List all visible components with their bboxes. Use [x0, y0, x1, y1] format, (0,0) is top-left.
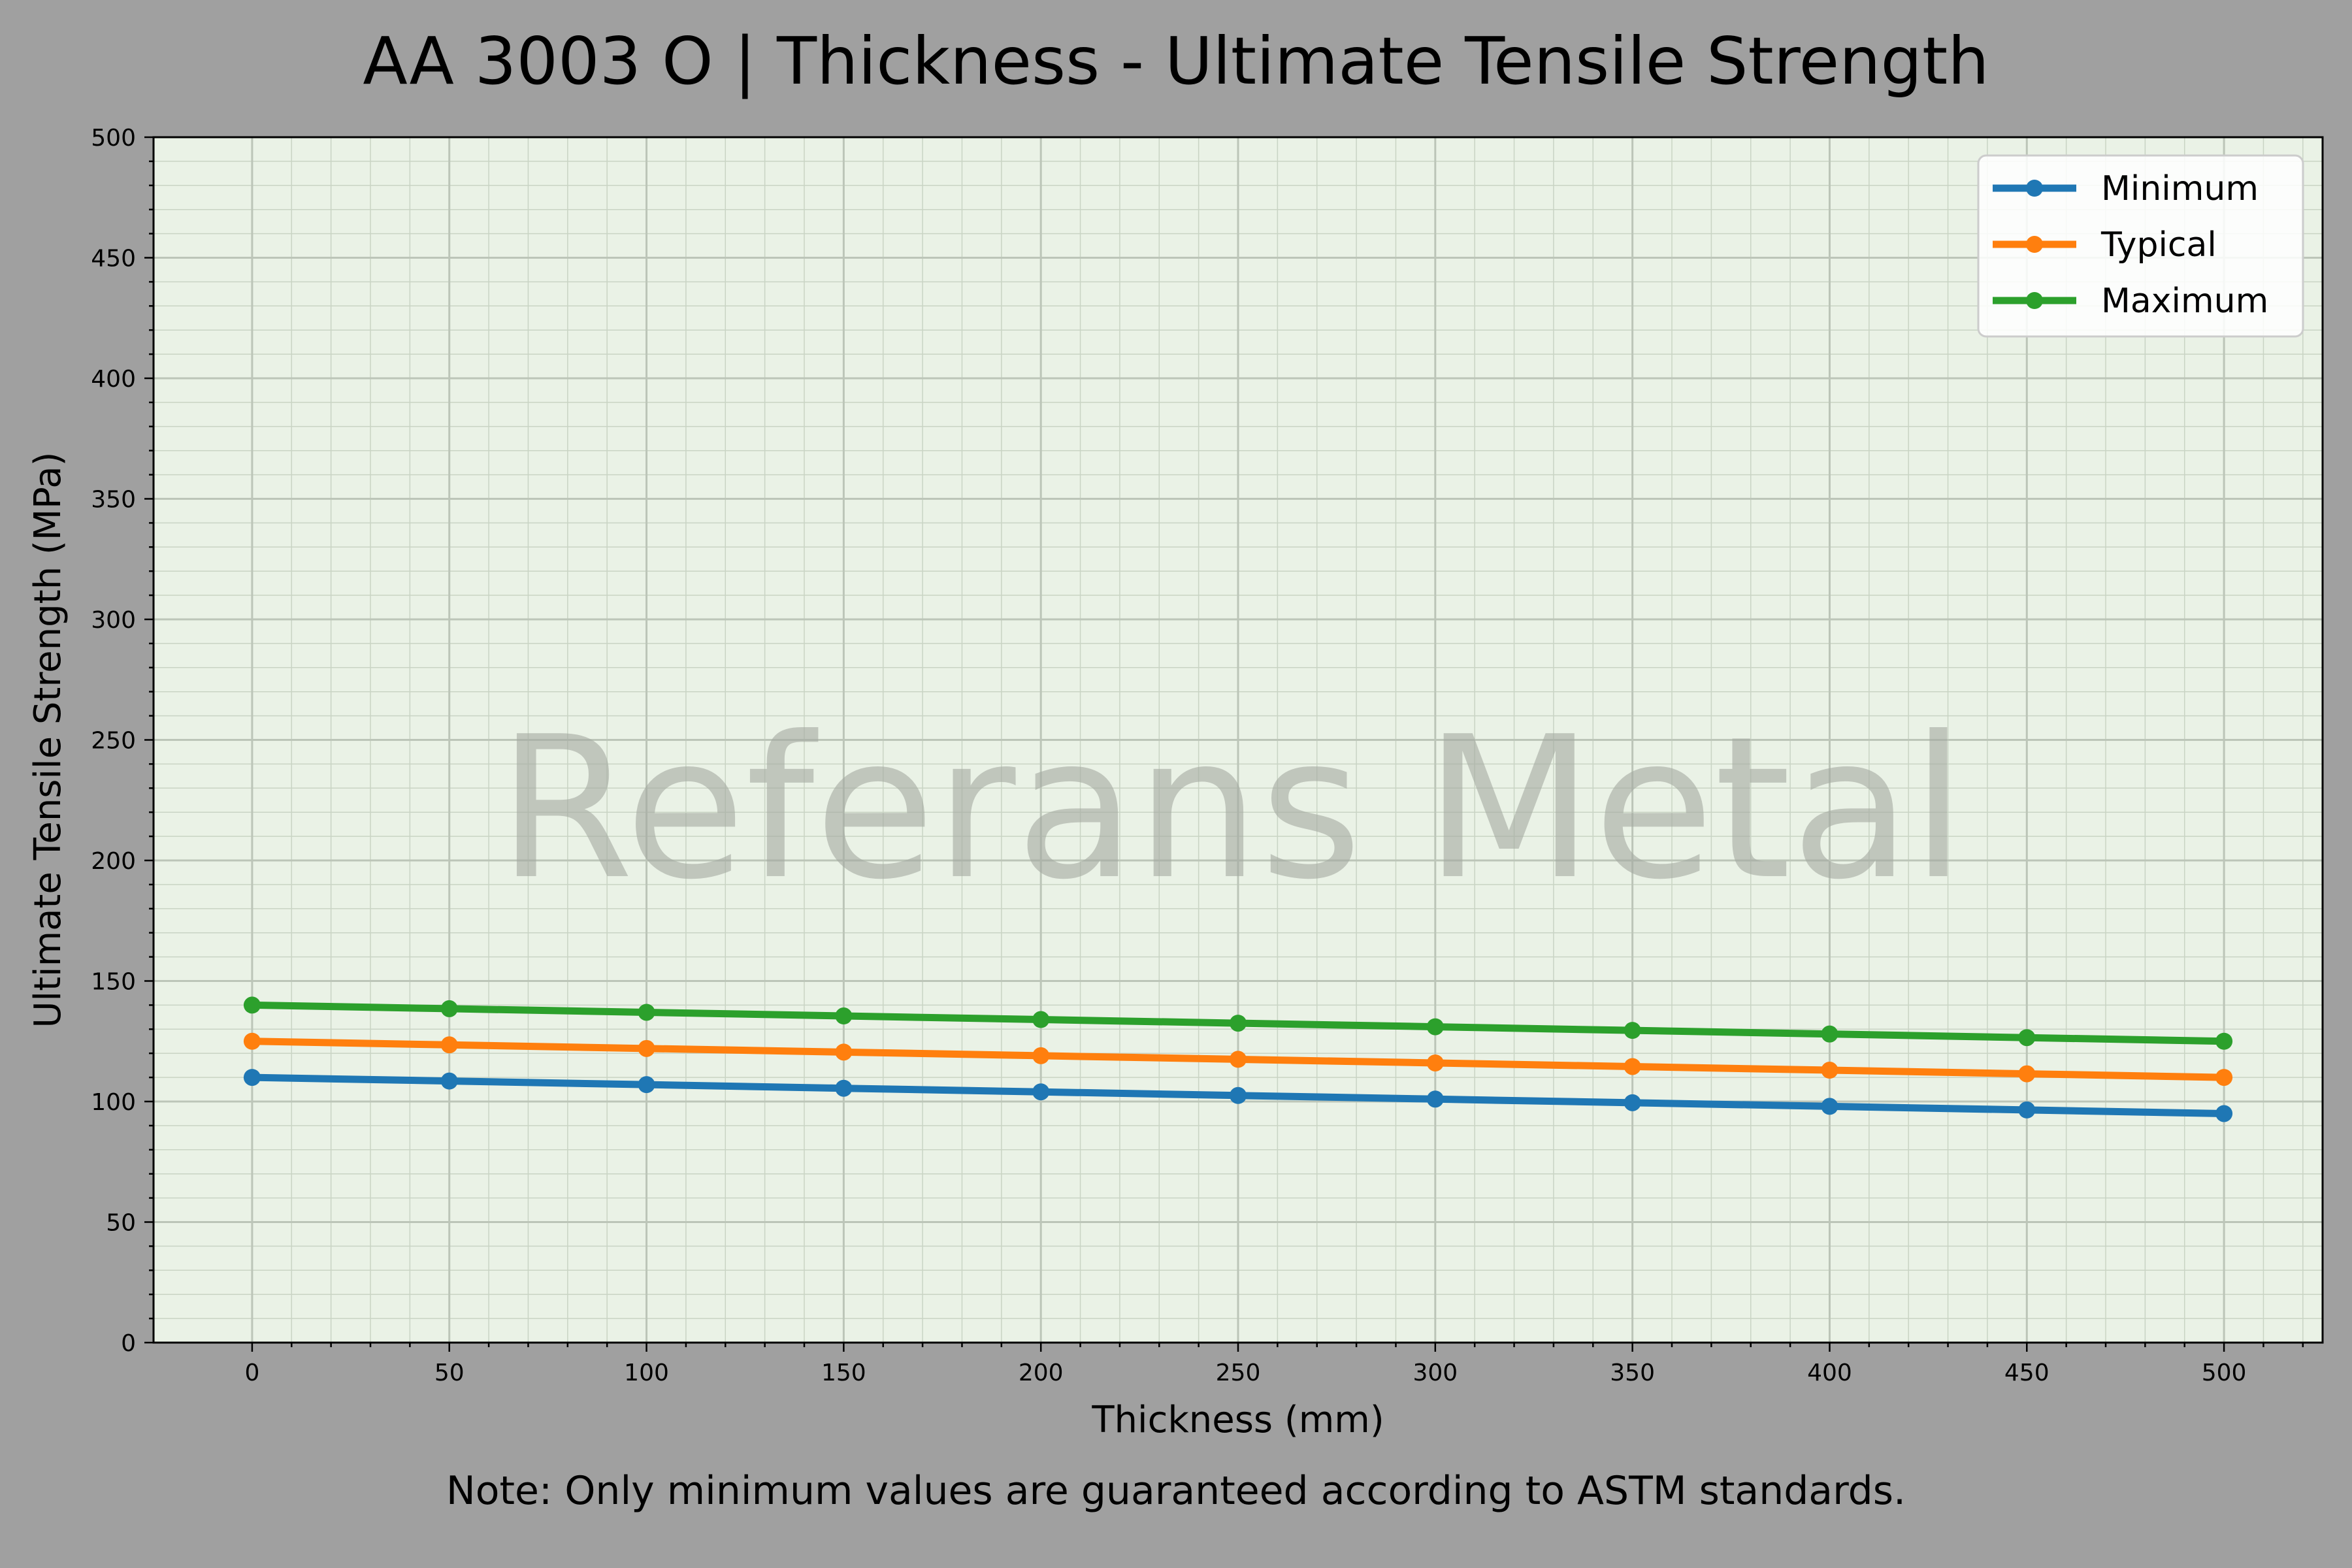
legend-item-minimum: Minimum: [1993, 169, 2259, 208]
x-tick-label: 0: [244, 1360, 259, 1386]
data-point: [638, 1039, 655, 1057]
data-point: [1821, 1025, 1838, 1043]
data-point: [1426, 1090, 1444, 1108]
data-point: [835, 1079, 853, 1097]
data-point: [2018, 1029, 2036, 1047]
data-point: [1032, 1047, 1050, 1064]
data-point: [835, 1007, 853, 1025]
y-tick-label: 450: [91, 246, 136, 272]
data-point: [2215, 1105, 2233, 1122]
data-point: [440, 1072, 458, 1090]
data-point: [2215, 1032, 2233, 1050]
watermark: Referans Metal: [498, 694, 1966, 923]
x-tick-label: 500: [2202, 1360, 2247, 1386]
legend-marker: [2026, 180, 2043, 197]
data-point: [243, 996, 261, 1014]
data-point: [440, 1000, 458, 1017]
y-tick-label: 0: [121, 1330, 136, 1357]
x-tick-label: 400: [1807, 1360, 1852, 1386]
data-point: [1230, 1015, 1247, 1032]
data-point: [1821, 1098, 1838, 1115]
legend-label: Minimum: [2101, 169, 2259, 208]
legend-box: [1977, 154, 2304, 338]
legend-marker: [2026, 236, 2043, 253]
y-tick-label: 100: [91, 1089, 136, 1116]
y-tick-label: 150: [91, 969, 136, 996]
chart-note: Note: Only minimum values are guaranteed…: [446, 1468, 1906, 1514]
legend-item-typical: Typical: [1993, 225, 2217, 265]
chart-title: AA 3003 O | Thickness - Ultimate Tensile…: [363, 23, 1989, 99]
data-point: [835, 1043, 853, 1061]
y-tick-label: 250: [91, 728, 136, 755]
data-point: [243, 1032, 261, 1050]
data-point: [1032, 1083, 1050, 1101]
data-point: [1624, 1094, 1641, 1111]
data-point: [1821, 1062, 1838, 1079]
data-point: [2018, 1065, 2036, 1083]
data-point: [1426, 1054, 1444, 1071]
x-tick-label: 350: [1610, 1360, 1655, 1386]
data-point: [440, 1036, 458, 1054]
y-tick-label: 50: [106, 1210, 136, 1237]
legend-item-maximum: Maximum: [1993, 282, 2268, 321]
data-point: [243, 1069, 261, 1086]
x-tick-label: 50: [434, 1360, 465, 1386]
data-point: [1230, 1086, 1247, 1104]
y-axis: 0 50 100 150 200 250 300 350 400 450 500: [91, 125, 154, 1357]
data-point: [638, 1004, 655, 1021]
data-point: [2018, 1101, 2036, 1119]
y-tick-label: 350: [91, 487, 136, 514]
legend-label: Maximum: [2101, 282, 2268, 321]
legend: Minimum Typical Maximum: [1977, 154, 2304, 338]
x-tick-label: 150: [821, 1360, 866, 1386]
data-point: [638, 1076, 655, 1094]
x-axis-label: Thickness (mm): [1091, 1399, 1384, 1441]
series-typical: [243, 1032, 2233, 1086]
data-point: [1624, 1022, 1641, 1039]
y-tick-label: 200: [91, 848, 136, 875]
y-tick-label: 400: [91, 366, 136, 393]
x-tick-label: 450: [2004, 1360, 2050, 1386]
y-tick-label: 300: [91, 607, 136, 634]
legend-marker: [2026, 292, 2043, 309]
y-axis-label: Ultimate Tensile Strength (MPa): [27, 452, 69, 1028]
x-axis: 0 50 100 150 200 250 300 350 400 450 500: [244, 1343, 2304, 1386]
series-maximum: [243, 996, 2233, 1050]
data-point: [1032, 1011, 1050, 1028]
series-layer: [243, 996, 2233, 1122]
legend-label: Typical: [2100, 225, 2217, 265]
x-tick-label: 300: [1413, 1360, 1458, 1386]
x-tick-label: 200: [1019, 1360, 1064, 1386]
x-tick-label: 250: [1216, 1360, 1261, 1386]
x-tick-label: 100: [624, 1360, 669, 1386]
data-point: [1426, 1018, 1444, 1036]
series-minimum: [243, 1069, 2233, 1122]
y-tick-label: 500: [91, 125, 136, 152]
data-point: [1624, 1058, 1641, 1075]
data-point: [1230, 1051, 1247, 1068]
data-point: [2215, 1069, 2233, 1086]
